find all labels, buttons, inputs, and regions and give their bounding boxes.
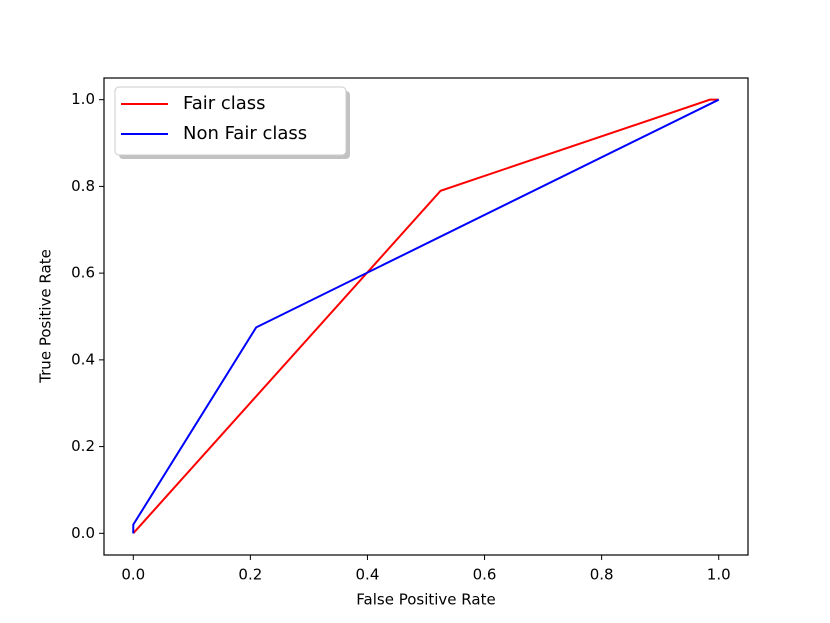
legend-label: Fair class (183, 93, 266, 114)
y-tick-label: 1.0 (71, 90, 95, 108)
y-tick-label: 0.0 (71, 524, 95, 542)
y-tick-label: 0.4 (71, 350, 95, 368)
x-tick-label: 0.2 (238, 566, 262, 584)
x-tick-label: 0.0 (121, 566, 145, 584)
x-tick-label: 1.0 (707, 566, 731, 584)
line-series (132, 98, 719, 534)
y-axis-label: True Positive Rate (37, 249, 55, 384)
axes-frame (103, 77, 749, 556)
x-tick-label: 0.8 (590, 566, 614, 584)
x-tick-label: 0.4 (356, 566, 380, 584)
x-tick-label: 0.6 (473, 566, 497, 584)
line-series (132, 98, 720, 534)
y-tick-label: 0.6 (71, 264, 95, 282)
x-axis-label: False Positive Rate (356, 591, 495, 609)
y-tick-label: 0.2 (71, 437, 95, 455)
y-tick-label: 0.8 (71, 177, 95, 195)
legend-label: Non Fair class (183, 123, 307, 144)
legend (114, 86, 347, 156)
